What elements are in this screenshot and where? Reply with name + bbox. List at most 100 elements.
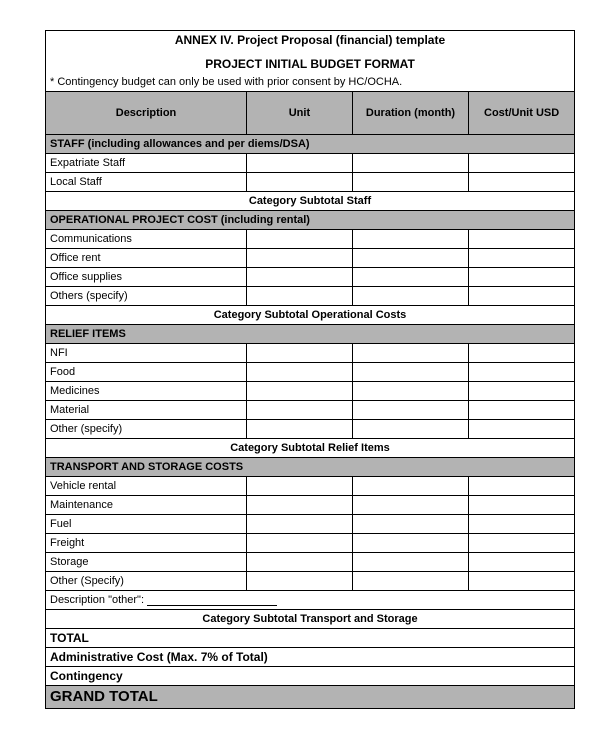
section-header: TRANSPORT AND STORAGE COSTS <box>46 458 575 477</box>
col-duration: Duration (month) <box>352 92 468 135</box>
cell[interactable] <box>352 515 468 534</box>
cell[interactable] <box>469 382 575 401</box>
data-row: Other (Specify) <box>46 572 575 591</box>
data-row: Communications <box>46 230 575 249</box>
cell[interactable] <box>352 496 468 515</box>
cell[interactable] <box>469 287 575 306</box>
row-label: Office supplies <box>46 268 247 287</box>
cell[interactable] <box>352 420 468 439</box>
cell[interactable] <box>469 515 575 534</box>
cell[interactable] <box>247 515 353 534</box>
cell[interactable] <box>469 534 575 553</box>
row-label: Other (specify) <box>46 420 247 439</box>
cell[interactable] <box>469 363 575 382</box>
cell[interactable] <box>352 154 468 173</box>
cell[interactable] <box>469 154 575 173</box>
title: ANNEX IV. Project Proposal (financial) t… <box>46 31 575 50</box>
cell[interactable] <box>247 477 353 496</box>
cell[interactable] <box>247 401 353 420</box>
row-label: Medicines <box>46 382 247 401</box>
cell[interactable] <box>352 268 468 287</box>
cell[interactable] <box>352 382 468 401</box>
cell[interactable] <box>247 496 353 515</box>
cell[interactable] <box>247 363 353 382</box>
data-row: Fuel <box>46 515 575 534</box>
col-description: Description <box>46 92 247 135</box>
row-label: Other (Specify) <box>46 572 247 591</box>
cell[interactable] <box>469 230 575 249</box>
cell[interactable] <box>247 154 353 173</box>
row-label: Food <box>46 363 247 382</box>
cell[interactable] <box>469 572 575 591</box>
cell[interactable] <box>352 572 468 591</box>
cell[interactable] <box>469 401 575 420</box>
cell[interactable] <box>469 249 575 268</box>
data-row: Local Staff <box>46 173 575 192</box>
cell[interactable] <box>352 477 468 496</box>
cell[interactable] <box>352 401 468 420</box>
cell[interactable] <box>352 230 468 249</box>
cell[interactable] <box>247 173 353 192</box>
description-other-label: Description "other": <box>50 594 147 606</box>
cell[interactable] <box>247 268 353 287</box>
section-header: STAFF (including allowances and per diem… <box>46 135 575 154</box>
column-headers: Description Unit Duration (month) Cost/U… <box>46 92 575 135</box>
cell[interactable] <box>469 477 575 496</box>
subtotal-staff: Category Subtotal Staff <box>46 192 575 211</box>
note: * Contingency budget can only be used wi… <box>46 73 575 92</box>
cell[interactable] <box>247 534 353 553</box>
row-label: Storage <box>46 553 247 572</box>
cell[interactable] <box>352 173 468 192</box>
row-label: Expatriate Staff <box>46 154 247 173</box>
data-row: Office rent <box>46 249 575 268</box>
cell[interactable] <box>247 420 353 439</box>
data-row: Maintenance <box>46 496 575 515</box>
cell[interactable] <box>469 173 575 192</box>
data-row: Others (specify) <box>46 287 575 306</box>
cell[interactable] <box>352 287 468 306</box>
cell[interactable] <box>469 496 575 515</box>
cell[interactable] <box>352 249 468 268</box>
cell[interactable] <box>247 230 353 249</box>
cell[interactable] <box>247 553 353 572</box>
budget-table: ANNEX IV. Project Proposal (financial) t… <box>45 30 575 709</box>
data-row: Food <box>46 363 575 382</box>
row-label: Maintenance <box>46 496 247 515</box>
col-unit: Unit <box>247 92 353 135</box>
data-row: Vehicle rental <box>46 477 575 496</box>
cell[interactable] <box>352 363 468 382</box>
subtotal-row: Category Subtotal Relief Items <box>46 439 575 458</box>
section-transport: TRANSPORT AND STORAGE COSTS <box>46 458 575 477</box>
description-other-row: Description "other": <box>46 591 575 610</box>
cell[interactable] <box>247 382 353 401</box>
subtotal-row: Category Subtotal Staff <box>46 192 575 211</box>
cell[interactable] <box>469 420 575 439</box>
section-relief: RELIEF ITEMS <box>46 325 575 344</box>
row-label: Communications <box>46 230 247 249</box>
cell[interactable] <box>352 534 468 553</box>
section-header: OPERATIONAL PROJECT COST (including rent… <box>46 211 575 230</box>
total-label: TOTAL <box>46 629 575 648</box>
cell[interactable] <box>247 572 353 591</box>
cell[interactable] <box>247 287 353 306</box>
cell[interactable] <box>469 344 575 363</box>
total-row: TOTAL <box>46 629 575 648</box>
row-label: Freight <box>46 534 247 553</box>
cell[interactable] <box>247 249 353 268</box>
description-other[interactable]: Description "other": <box>46 591 575 610</box>
cell[interactable] <box>352 553 468 572</box>
row-label: Material <box>46 401 247 420</box>
cell[interactable] <box>469 268 575 287</box>
contingency-label: Contingency <box>46 667 575 686</box>
title-row: ANNEX IV. Project Proposal (financial) t… <box>46 31 575 50</box>
row-label: Vehicle rental <box>46 477 247 496</box>
cell[interactable] <box>352 344 468 363</box>
cell[interactable] <box>469 553 575 572</box>
data-row: Expatriate Staff <box>46 154 575 173</box>
row-label: NFI <box>46 344 247 363</box>
document-page: ANNEX IV. Project Proposal (financial) t… <box>0 0 600 734</box>
blank-line[interactable] <box>147 595 277 606</box>
data-row: Material <box>46 401 575 420</box>
cell[interactable] <box>247 344 353 363</box>
section-header: RELIEF ITEMS <box>46 325 575 344</box>
